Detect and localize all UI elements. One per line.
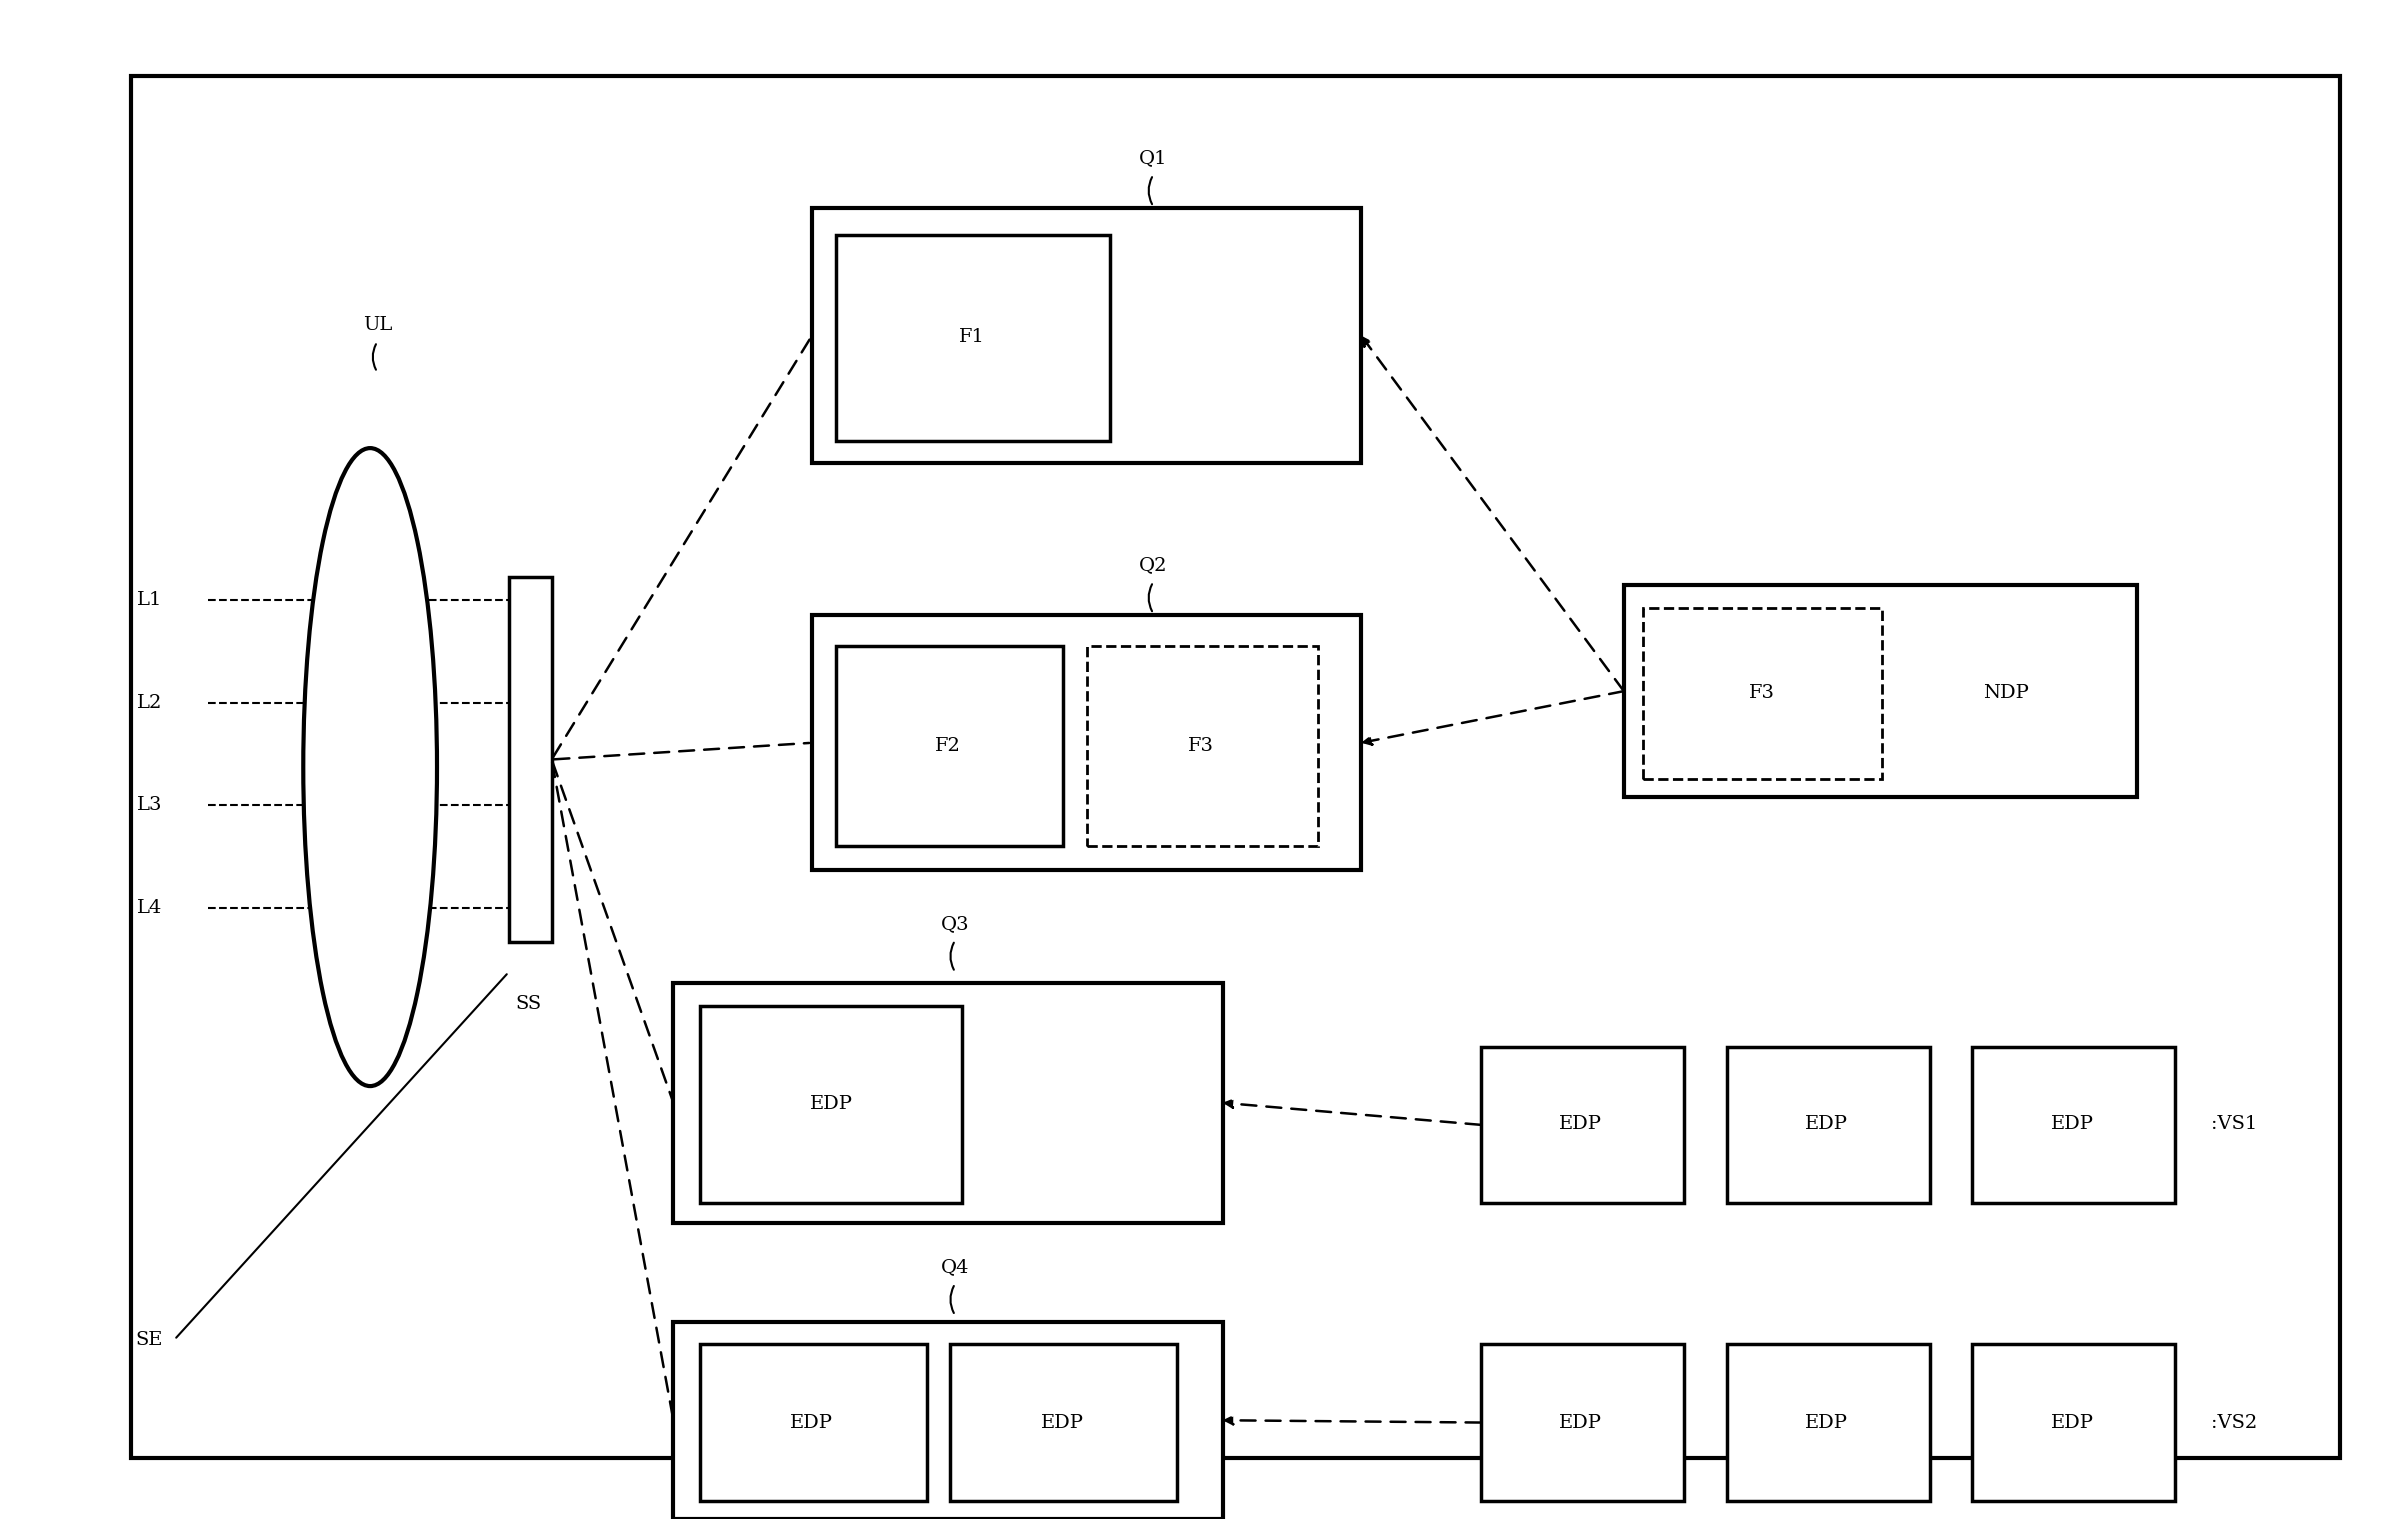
Text: F1: F1 — [960, 328, 984, 346]
Bar — [1972, 1047, 2175, 1203]
Text: EDP: EDP — [1805, 1414, 1848, 1432]
Text: Q2: Q2 — [1139, 556, 1168, 574]
Bar — [1727, 1344, 1930, 1501]
Text: EDP: EDP — [810, 1095, 853, 1113]
Text: Q1: Q1 — [1139, 149, 1168, 167]
Bar — [1481, 1344, 1684, 1501]
Text: SE: SE — [136, 1331, 162, 1349]
Text: :VS2: :VS2 — [2211, 1414, 2257, 1432]
Text: :VS1: :VS1 — [2211, 1115, 2257, 1133]
Text: EDP: EDP — [1805, 1115, 1848, 1133]
Bar — [836, 646, 1063, 846]
Text: EDP: EDP — [2051, 1414, 2094, 1432]
Bar — [836, 235, 1110, 441]
Bar — [1727, 1047, 1930, 1203]
Text: Q4: Q4 — [941, 1258, 970, 1276]
Bar — [1087, 646, 1318, 846]
Text: L3: L3 — [136, 796, 162, 814]
Bar — [1481, 1047, 1684, 1203]
Bar — [812, 615, 1361, 870]
Text: EDP: EDP — [1041, 1414, 1084, 1432]
Text: UL: UL — [363, 316, 392, 334]
Bar — [1624, 585, 2137, 797]
Bar — [673, 1322, 1223, 1519]
Text: EDP: EDP — [790, 1414, 833, 1432]
Ellipse shape — [303, 448, 437, 1086]
Text: EDP: EDP — [1559, 1115, 1602, 1133]
Bar — [673, 983, 1223, 1223]
Text: SS: SS — [516, 995, 542, 1013]
Bar — [700, 1006, 962, 1203]
Text: F2: F2 — [936, 737, 960, 755]
Text: EDP: EDP — [1559, 1414, 1602, 1432]
Text: NDP: NDP — [1982, 684, 2030, 702]
Bar — [700, 1344, 927, 1501]
Text: EDP: EDP — [2051, 1115, 2094, 1133]
Text: L1: L1 — [136, 591, 162, 609]
Bar — [1643, 608, 1882, 779]
Bar — [1972, 1344, 2175, 1501]
Text: L4: L4 — [136, 899, 162, 917]
Text: Q3: Q3 — [941, 914, 970, 933]
Bar — [812, 208, 1361, 463]
Bar — [509, 577, 552, 942]
Text: L2: L2 — [136, 694, 162, 712]
Text: F3: F3 — [1189, 737, 1213, 755]
Bar — [950, 1344, 1177, 1501]
Text: F3: F3 — [1750, 684, 1774, 702]
